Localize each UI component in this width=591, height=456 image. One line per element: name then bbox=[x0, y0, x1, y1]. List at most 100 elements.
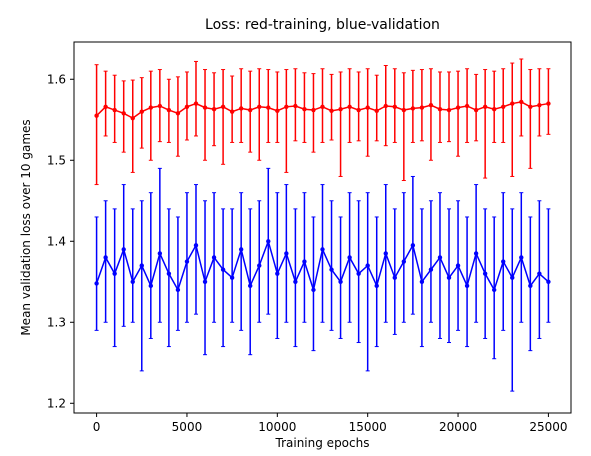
data-point bbox=[293, 103, 298, 109]
data-point bbox=[401, 259, 407, 264]
data-point bbox=[473, 107, 479, 113]
x-tick-label: 0 bbox=[93, 420, 101, 434]
data-point bbox=[311, 287, 316, 293]
data-point bbox=[175, 111, 181, 116]
x-tick-label: 25000 bbox=[529, 420, 567, 434]
data-point bbox=[482, 271, 488, 276]
data-point bbox=[519, 255, 524, 260]
data-point bbox=[293, 279, 298, 284]
data-point bbox=[175, 287, 181, 293]
data-point bbox=[419, 279, 425, 284]
y-tick-label: 1.6 bbox=[47, 72, 66, 86]
x-axis-label: Training epochs bbox=[275, 436, 370, 450]
data-point bbox=[257, 104, 262, 110]
data-point bbox=[320, 104, 325, 110]
data-point bbox=[121, 111, 126, 116]
data-point bbox=[139, 109, 144, 114]
data-point bbox=[455, 263, 461, 268]
chart-title: Loss: red-training, blue-validation bbox=[205, 17, 440, 33]
data-point bbox=[338, 107, 343, 112]
data-point bbox=[446, 107, 452, 113]
data-point bbox=[419, 105, 425, 110]
plot-layer bbox=[94, 58, 551, 392]
series-1 bbox=[94, 167, 551, 392]
data-point bbox=[482, 104, 488, 110]
y-tick-label: 1.5 bbox=[47, 153, 66, 167]
data-point bbox=[410, 106, 416, 111]
data-point bbox=[347, 255, 352, 260]
data-point bbox=[491, 287, 497, 293]
data-point bbox=[338, 279, 343, 284]
data-point bbox=[501, 104, 506, 110]
data-point bbox=[184, 104, 190, 110]
data-point bbox=[428, 267, 434, 272]
data-point bbox=[148, 283, 154, 289]
data-point bbox=[266, 105, 271, 110]
data-point bbox=[248, 283, 253, 289]
data-point bbox=[103, 104, 108, 110]
data-point bbox=[383, 251, 388, 256]
data-point bbox=[510, 101, 515, 106]
data-point bbox=[410, 243, 416, 248]
data-point bbox=[365, 263, 370, 268]
data-point bbox=[248, 107, 253, 113]
data-point bbox=[519, 99, 524, 105]
data-point bbox=[211, 255, 217, 260]
data-point bbox=[437, 107, 443, 112]
data-point bbox=[302, 107, 307, 112]
y-axis-label: Mean validation loss over 10 games bbox=[19, 119, 33, 335]
data-point bbox=[211, 107, 217, 112]
data-point bbox=[121, 247, 126, 252]
data-point bbox=[546, 101, 551, 106]
data-point bbox=[401, 107, 407, 113]
data-point bbox=[148, 105, 154, 110]
data-point bbox=[428, 102, 434, 108]
data-point bbox=[537, 102, 542, 108]
data-point bbox=[347, 104, 352, 110]
data-point bbox=[112, 107, 117, 113]
data-point bbox=[446, 275, 452, 280]
data-point bbox=[537, 271, 542, 276]
data-point bbox=[383, 103, 388, 109]
data-point bbox=[103, 255, 108, 260]
data-point bbox=[229, 109, 235, 114]
data-point bbox=[166, 271, 172, 276]
data-point bbox=[166, 107, 172, 113]
plot-frame bbox=[73, 41, 572, 414]
data-point bbox=[356, 271, 361, 276]
data-point bbox=[392, 275, 397, 280]
y-tick-label: 1.3 bbox=[47, 315, 66, 329]
data-point bbox=[510, 275, 515, 280]
data-point bbox=[112, 271, 117, 276]
x-tick-label: 15000 bbox=[349, 420, 387, 434]
data-point bbox=[473, 251, 479, 256]
x-axis: 0 5000 10000 15000 20000 25000 bbox=[93, 413, 568, 434]
data-point bbox=[94, 113, 99, 118]
data-point bbox=[546, 279, 551, 284]
data-point bbox=[374, 283, 379, 289]
x-tick-label: 10000 bbox=[258, 420, 296, 434]
data-point bbox=[329, 108, 334, 114]
data-point bbox=[528, 104, 533, 110]
data-point bbox=[491, 107, 497, 112]
data-point bbox=[220, 267, 226, 272]
data-point bbox=[329, 267, 334, 272]
data-point bbox=[528, 283, 533, 289]
x-tick-label: 20000 bbox=[439, 420, 477, 434]
data-point bbox=[202, 105, 208, 110]
data-point bbox=[139, 263, 144, 268]
y-tick-label: 1.2 bbox=[47, 396, 66, 410]
data-point bbox=[455, 105, 461, 110]
data-point bbox=[94, 281, 99, 286]
y-axis: 1.2 1.3 1.4 1.5 1.6 bbox=[47, 72, 74, 410]
data-point bbox=[202, 279, 208, 284]
data-point bbox=[501, 259, 506, 264]
data-point bbox=[284, 251, 289, 256]
data-point bbox=[130, 115, 135, 121]
data-point bbox=[320, 247, 325, 252]
x-tick-label: 5000 bbox=[172, 420, 203, 434]
data-point bbox=[275, 108, 280, 114]
data-point bbox=[229, 275, 235, 280]
